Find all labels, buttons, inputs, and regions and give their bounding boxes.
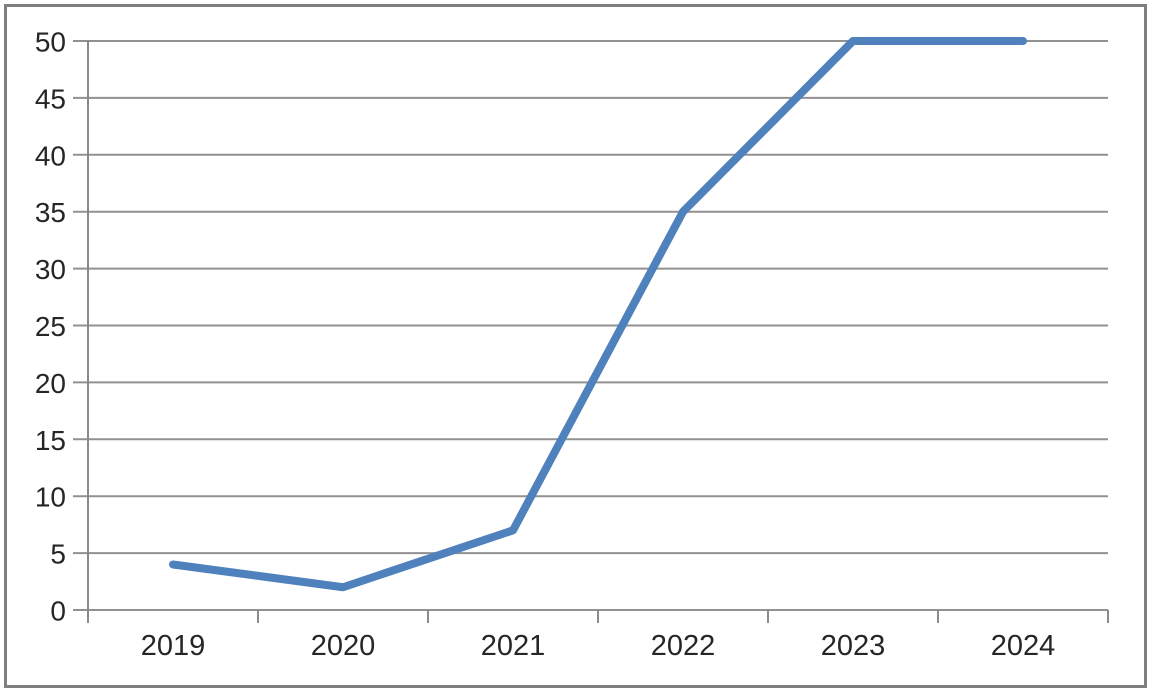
y-tick-label: 5 <box>50 539 66 570</box>
x-tick-label: 2020 <box>311 630 376 662</box>
y-tick-label: 45 <box>35 83 66 114</box>
y-tick-label: 25 <box>35 311 66 342</box>
x-tick-label: 2022 <box>651 630 716 662</box>
y-tick-label: 10 <box>35 482 66 513</box>
x-tick-label: 2019 <box>141 630 206 662</box>
y-tick-label: 40 <box>35 140 66 171</box>
y-tick-label: 20 <box>35 368 66 399</box>
x-tick-label: 2021 <box>481 630 546 662</box>
chart-frame <box>4 4 1147 688</box>
y-tick-label: 30 <box>35 254 66 285</box>
data-series-line <box>169 37 1027 592</box>
y-tick-label: 15 <box>35 425 66 456</box>
y-tick-label: 0 <box>50 596 66 627</box>
x-tick-label: 2023 <box>821 630 886 662</box>
y-tick-label: 35 <box>35 197 66 228</box>
x-tick-label: 2024 <box>991 630 1056 662</box>
y-tick-label: 50 <box>35 27 66 58</box>
